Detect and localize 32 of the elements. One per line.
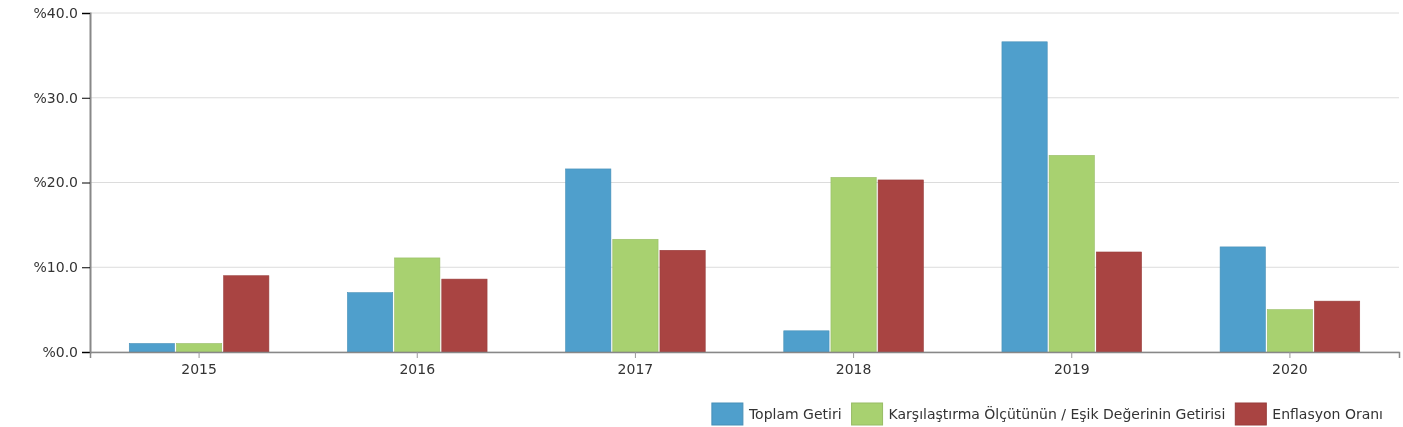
bar: [565, 168, 612, 353]
bar: [1219, 246, 1266, 353]
legend-label: Karşılaştırma Ölçütünün / Eşik Değerinin Getirisi: [888, 405, 1226, 422]
x-tick-label: 2020: [1272, 360, 1308, 377]
x-tick-label: 2015: [181, 360, 217, 377]
legend-label: Enflasyon Oranı: [1272, 406, 1383, 422]
y-tick-label: %20.0: [33, 174, 78, 191]
bar: [176, 343, 223, 353]
bar: [347, 292, 394, 353]
bar: [830, 177, 877, 353]
bar: [1095, 251, 1142, 353]
x-tick-label: 2016: [399, 360, 436, 377]
y-tick-label: %0.0: [42, 343, 78, 360]
y-tick-label: %30.0: [33, 89, 78, 106]
bar: [128, 343, 175, 353]
bar: [783, 330, 830, 353]
y-tick-label: %40.0: [33, 4, 78, 21]
bar: [1048, 155, 1095, 353]
bar: [394, 257, 441, 353]
x-tick-label: 2019: [1053, 360, 1090, 377]
bar: [223, 275, 270, 353]
x-tick-label: 2017: [617, 360, 654, 377]
bar: [659, 250, 706, 353]
bar: [612, 238, 659, 353]
bar: [1001, 41, 1048, 353]
x-tick-label: 2018: [835, 360, 872, 377]
y-tick-label: %10.0: [33, 259, 78, 276]
bar: [441, 278, 488, 353]
bar: [877, 179, 924, 353]
bar: [1314, 300, 1361, 353]
legend-label: Toplam Getiri: [747, 406, 842, 422]
bar: [1266, 309, 1313, 353]
